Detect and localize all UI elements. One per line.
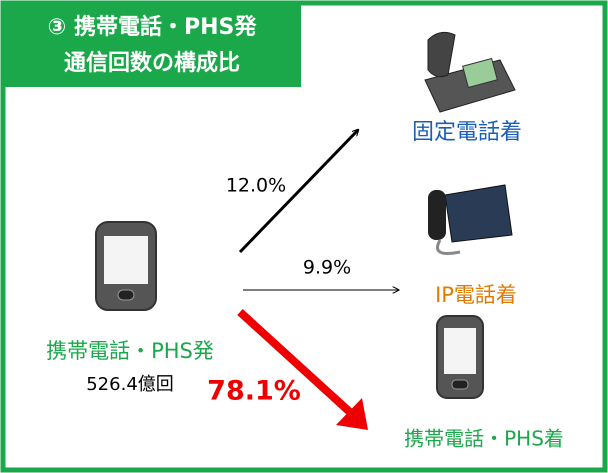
- mobile-icon: [437, 316, 483, 398]
- source-count: 526.4億回: [86, 374, 174, 395]
- title-line: ③ 携帯電話・PHS発: [48, 14, 258, 40]
- share-label: 9.9%: [303, 257, 351, 279]
- destination-label: IP電話着: [435, 283, 517, 307]
- source-label: 携帯電話・PHS発: [46, 339, 214, 363]
- share-label: 78.1%: [207, 376, 301, 407]
- mobile-icon: [96, 222, 156, 310]
- share-label: 12.0%: [226, 175, 286, 197]
- diagram: ③ 携帯電話・PHS発 通信回数の構成比 携帯電話・PHS発 526.4億回 1…: [0, 0, 608, 473]
- title-line: 通信回数の構成比: [64, 50, 240, 76]
- destination-label: 携帯電話・PHS着: [404, 427, 564, 451]
- destination-label: 固定電話着: [412, 120, 522, 145]
